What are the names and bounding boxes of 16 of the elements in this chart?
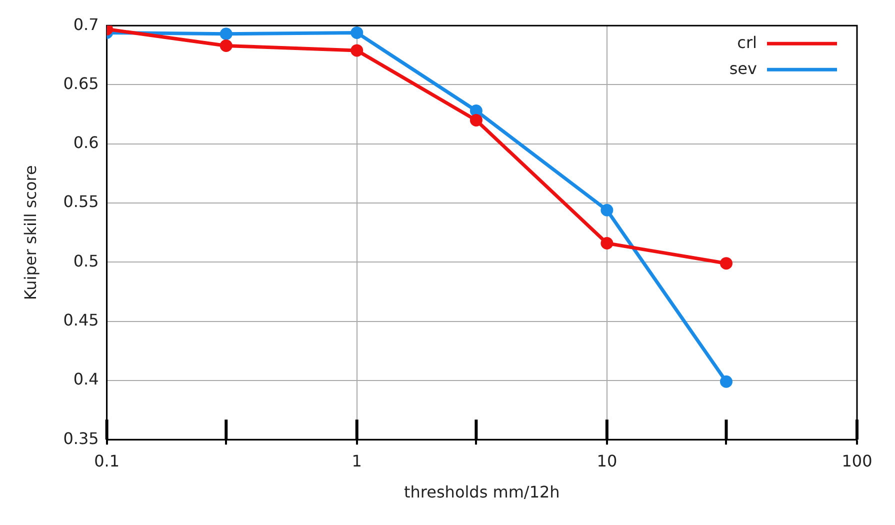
- x-axis-title: thresholds mm/12h: [404, 482, 560, 502]
- x-tick-label: 0.1: [94, 451, 120, 470]
- y-tick-label: 0.45: [63, 310, 99, 330]
- y-tick-label: 0.7: [73, 14, 99, 34]
- y-tick-label: 0.4: [73, 370, 99, 389]
- y-tick-label: 0.5: [73, 251, 99, 270]
- y-tick-label: 0.55: [63, 192, 99, 212]
- x-tick-label: 1: [352, 451, 362, 470]
- legend-label: sev: [729, 58, 757, 78]
- y-tick-label: 0.6: [73, 133, 99, 152]
- legend-label: crl: [737, 32, 757, 52]
- x-tick-label: 10: [596, 451, 618, 470]
- y-tick-label: 0.35: [63, 428, 99, 448]
- y-axis-title: Kuiper skill score: [20, 165, 40, 300]
- y-tick-label: 0.65: [63, 74, 99, 93]
- x-tick-label: 100: [842, 451, 872, 470]
